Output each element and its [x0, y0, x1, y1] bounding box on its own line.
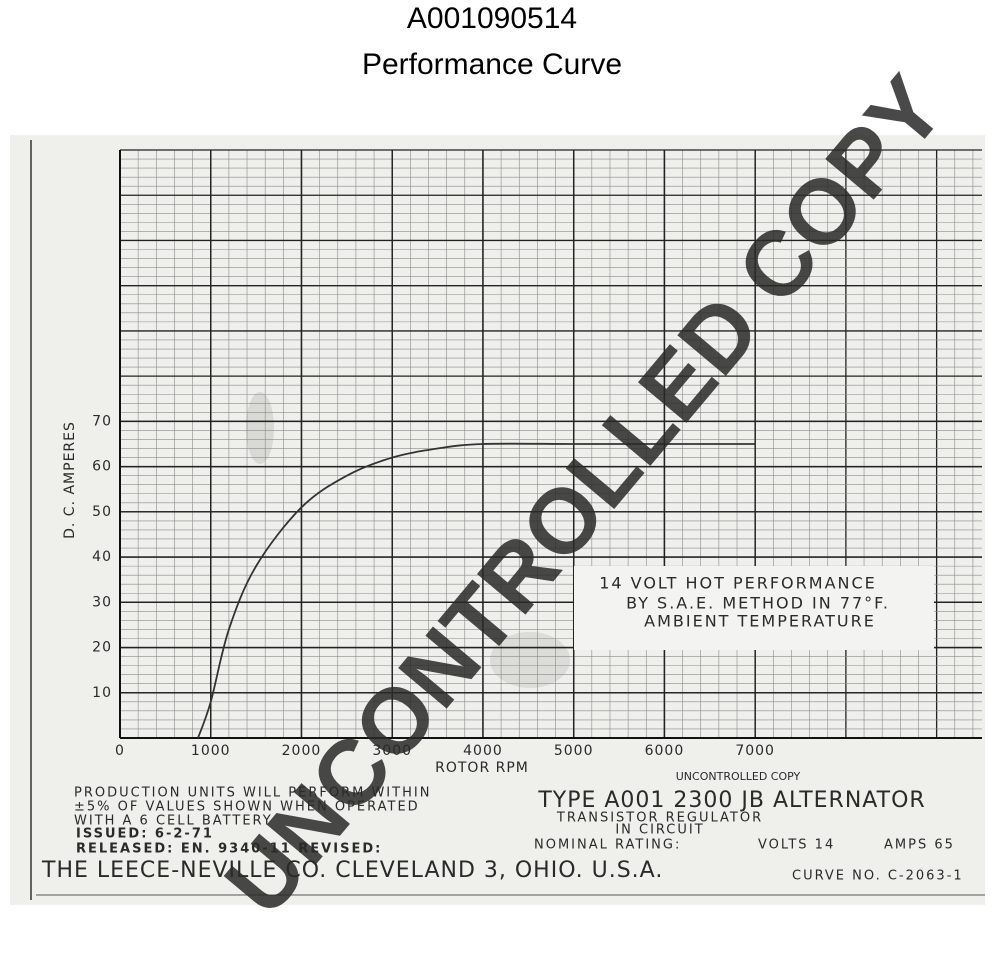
- note: ±5% OF VALUES SHOWN WHEN OPERATED: [74, 800, 420, 815]
- chart-subtitle: Performance Curve: [362, 48, 622, 81]
- y-tick-label: 60: [92, 459, 112, 475]
- x-tick-label: 5000: [554, 743, 594, 759]
- model: TYPE A001 2300 JB ALTERNATOR: [537, 788, 925, 813]
- y-tick-label: 20: [92, 640, 112, 656]
- curve-number: CURVE NO. C-2063-1: [792, 869, 964, 884]
- stain: [246, 392, 274, 464]
- x-tick-label: 6000: [645, 743, 685, 759]
- annotation: BY S.A.E. METHOD IN 77°F.: [626, 594, 890, 613]
- y-tick-label: 70: [92, 413, 112, 429]
- rating-volts: VOLTS 14: [758, 838, 835, 853]
- scanned-sheet: [10, 135, 985, 905]
- regulator: IN CIRCUIT: [615, 823, 704, 838]
- annotation: AMBIENT TEMPERATURE: [644, 612, 876, 631]
- y-tick-label: 50: [92, 504, 112, 520]
- company: THE LEECE-NEVILLE CO. CLEVELAND 3, OHIO.…: [41, 858, 663, 883]
- y-axis-label: D. C. AMPERES: [62, 421, 78, 539]
- note: PRODUCTION UNITS WILL PERFORM WITHIN: [74, 786, 431, 801]
- x-tick-label: 1000: [191, 743, 231, 759]
- rating-label: NOMINAL RATING:: [534, 838, 681, 853]
- chart-title: A001090514: [407, 2, 577, 35]
- x-tick-label: 7000: [735, 743, 775, 759]
- note: RELEASED: EN. 9340-11 REVISED:: [76, 842, 382, 857]
- x-axis-label: ROTOR RPM: [435, 760, 529, 776]
- stamp: UNCONTROLLED COPY: [676, 770, 801, 783]
- performance-curve: [197, 442, 756, 739]
- annotation-box: [574, 566, 934, 650]
- y-tick-label: 30: [92, 594, 112, 610]
- x-tick-label: 3000: [372, 743, 412, 759]
- plot: 0 1000 2000 3000 4000 5000 6000 7000 10 20 30 40 50 6…: [92, 150, 982, 759]
- note: ISSUED: 6-2-71: [76, 827, 214, 842]
- y-tick-label: 10: [92, 685, 112, 701]
- stain: [490, 632, 570, 688]
- regulator: TRANSISTOR REGULATOR: [556, 811, 763, 826]
- x-tick-label: 2000: [282, 743, 322, 759]
- annotation: 14 VOLT HOT PERFORMANCE: [599, 574, 877, 593]
- x-tick-label: 0: [115, 743, 125, 759]
- note: WITH A 6 CELL BATTERY: [74, 814, 273, 829]
- y-tick-label: 40: [92, 549, 112, 565]
- x-tick-label: 4000: [463, 743, 503, 759]
- rating-amps: AMPS 65: [884, 838, 955, 853]
